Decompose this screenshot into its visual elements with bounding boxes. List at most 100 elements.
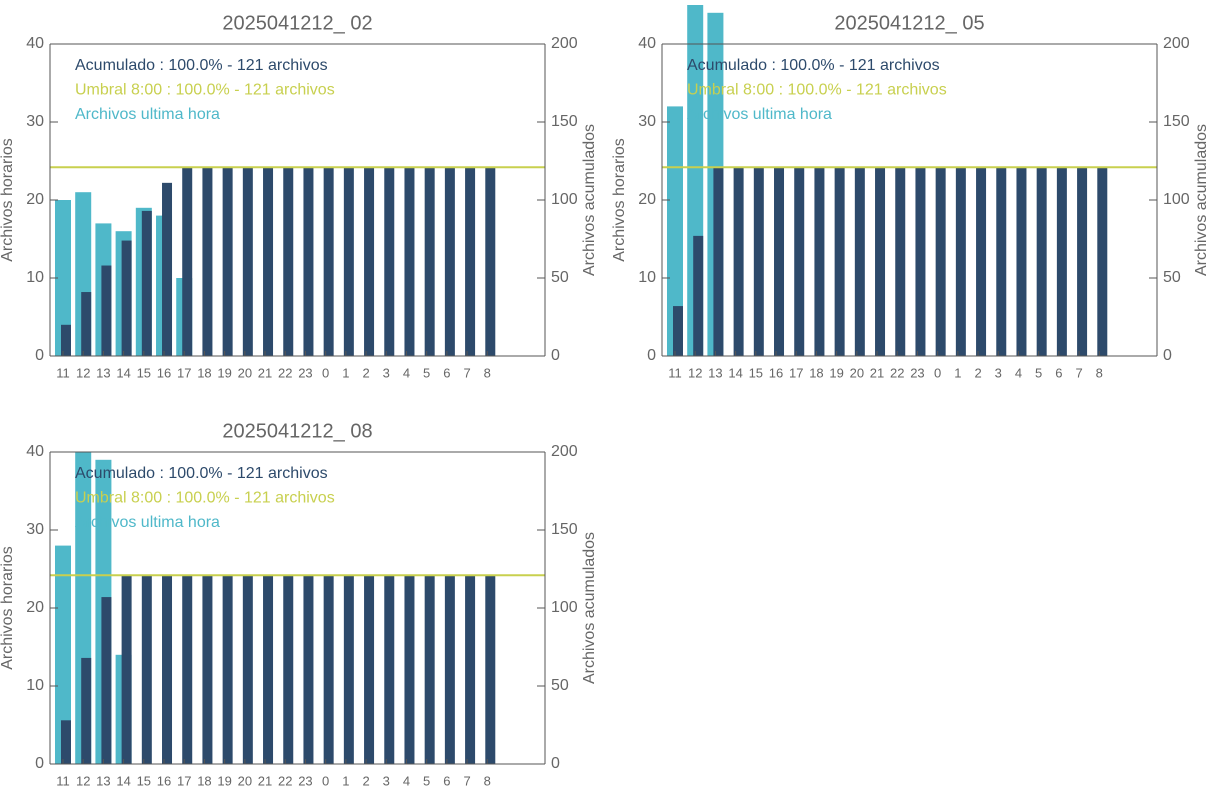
chart-title: 2025041212_ 08 [222, 420, 372, 442]
x-tick-label: 13 [708, 365, 722, 380]
legend-entry: Acumulado : 100.0% - 121 archivos [75, 57, 328, 74]
bar [384, 575, 395, 764]
bar [162, 182, 173, 356]
x-tick-label: 8 [484, 773, 491, 787]
y-tick-label: 30 [26, 113, 44, 130]
x-tick-label: 0 [934, 365, 941, 380]
bar [673, 306, 683, 356]
legend-entry: Acumulado : 100.0% - 121 archivos [687, 57, 940, 74]
x-tick-label: 17 [177, 773, 191, 787]
x-tick-label: 0 [322, 365, 329, 380]
bar [465, 575, 476, 764]
x-tick-label: 5 [423, 773, 430, 787]
x-tick-label: 6 [1055, 365, 1062, 380]
y-tick-label: 10 [26, 269, 44, 286]
chart-title: 2025041212_ 05 [834, 12, 984, 34]
y2-tick-label: 0 [551, 755, 560, 772]
bar [364, 167, 375, 356]
x-tick-label: 6 [443, 773, 450, 787]
bar [667, 106, 683, 357]
y-axis-title: Archivos horarios [611, 138, 628, 262]
bar [404, 575, 415, 764]
bar [202, 575, 213, 764]
x-tick-label: 11 [56, 365, 70, 380]
x-tick-label: 19 [217, 773, 231, 787]
x-tick-label: 4 [1015, 365, 1022, 380]
bar [61, 324, 71, 356]
bar [465, 167, 476, 356]
x-tick-label: 22 [278, 365, 292, 380]
y-tick-label: 40 [26, 35, 44, 52]
x-tick-label: 23 [910, 365, 924, 380]
y-tick-label: 40 [638, 35, 656, 52]
bar [794, 167, 805, 356]
legend-entry: Umbral 8:00 : 100.0% - 121 archivos [687, 82, 947, 99]
y2-tick-label: 200 [551, 443, 578, 460]
x-tick-label: 1 [342, 773, 349, 787]
bar [384, 167, 395, 356]
y2-axis-title: Archivos acumulados [1193, 124, 1206, 276]
x-tick-label: 14 [116, 773, 130, 787]
x-tick-label: 21 [258, 773, 272, 787]
bar [955, 167, 966, 356]
y-tick-label: 30 [26, 521, 44, 538]
x-tick-label: 5 [1035, 365, 1042, 380]
x-tick-label: 1 [954, 365, 961, 380]
bar [101, 265, 112, 356]
y-axis-title: Archivos horarios [0, 546, 16, 670]
bar [81, 292, 92, 356]
y2-tick-label: 0 [551, 347, 560, 364]
bar [55, 545, 71, 764]
x-tick-label: 0 [322, 773, 329, 787]
bar [323, 575, 334, 764]
bar [141, 575, 152, 764]
x-tick-label: 7 [1075, 365, 1082, 380]
bar [182, 575, 193, 764]
x-tick-label: 8 [1096, 365, 1103, 380]
y2-tick-label: 0 [1163, 347, 1172, 364]
x-tick-label: 18 [197, 773, 211, 787]
bar [121, 575, 132, 764]
x-tick-label: 13 [96, 365, 110, 380]
x-tick-label: 1 [342, 365, 349, 380]
x-tick-label: 13 [96, 773, 110, 787]
x-tick-label: 23 [298, 773, 312, 787]
x-tick-label: 7 [463, 773, 470, 787]
y-tick-label: 20 [638, 191, 656, 208]
x-tick-label: 4 [403, 365, 410, 380]
y2-tick-label: 200 [1163, 35, 1190, 52]
bar [404, 167, 415, 356]
bar [303, 575, 314, 764]
x-tick-label: 5 [423, 365, 430, 380]
bar [976, 167, 987, 356]
bar [162, 575, 173, 764]
legend-entry: Acumulado : 100.0% - 121 archivos [75, 465, 328, 482]
y2-tick-label: 200 [551, 35, 578, 52]
y-tick-label: 30 [638, 113, 656, 130]
bar [343, 167, 354, 356]
legend-entry: Archivos ultima hora [687, 106, 832, 123]
y2-tick-label: 150 [551, 113, 578, 130]
x-tick-label: 15 [749, 365, 763, 380]
x-tick-label: 16 [157, 773, 171, 787]
bar [283, 575, 294, 764]
x-tick-label: 15 [137, 773, 151, 787]
x-tick-label: 3 [995, 365, 1002, 380]
x-tick-label: 20 [238, 365, 252, 380]
bar [996, 167, 1007, 356]
bar [182, 167, 193, 356]
x-tick-label: 8 [484, 365, 491, 380]
bar [444, 167, 455, 356]
x-tick-label: 22 [890, 365, 904, 380]
x-tick-label: 2 [974, 365, 981, 380]
x-tick-label: 15 [137, 365, 151, 380]
x-tick-label: 21 [870, 365, 884, 380]
x-tick-label: 2 [362, 365, 369, 380]
x-tick-label: 17 [177, 365, 191, 380]
x-tick-label: 3 [383, 365, 390, 380]
y-tick-label: 10 [26, 677, 44, 694]
bar [364, 575, 375, 764]
